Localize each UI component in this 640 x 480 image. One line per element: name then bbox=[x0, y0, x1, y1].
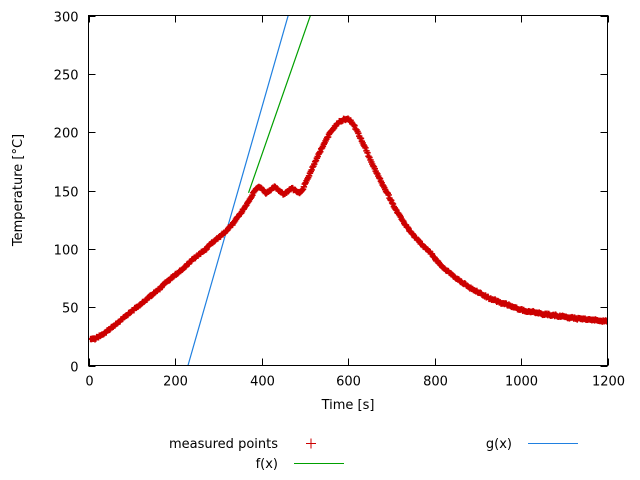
legend-sample-measured-points bbox=[306, 438, 316, 449]
y-axis-tick-labels: 0 50 100 150 200 250 300 bbox=[54, 11, 79, 376]
chart-legend: measured points g(x) f(x) bbox=[169, 437, 578, 472]
legend-label-measured-points: measured points bbox=[169, 437, 278, 452]
x-axis-ticks bbox=[89, 15, 609, 366]
x-tick-label: 0 bbox=[85, 375, 93, 390]
y-tick-label: 50 bbox=[62, 302, 79, 317]
y-tick-label: 300 bbox=[54, 11, 79, 26]
x-tick-label: 800 bbox=[423, 375, 448, 390]
y-tick-label: 150 bbox=[54, 186, 79, 201]
y-tick-label: 100 bbox=[54, 244, 79, 259]
y-axis-title: Temperature [°C] bbox=[11, 134, 26, 247]
series-line-fx bbox=[247, 16, 311, 194]
legend-label-fx: f(x) bbox=[256, 457, 278, 472]
x-tick-label: 1200 bbox=[592, 375, 625, 390]
x-axis-tick-labels: 0 200 400 600 800 1000 1200 bbox=[85, 375, 625, 390]
y-tick-label: 0 bbox=[70, 361, 78, 376]
x-axis-title: Time [s] bbox=[321, 398, 375, 413]
y-tick-label: 250 bbox=[54, 69, 79, 84]
x-tick-label: 600 bbox=[336, 375, 361, 390]
x-tick-label: 200 bbox=[163, 375, 188, 390]
series-line-gx bbox=[187, 16, 289, 365]
x-tick-label: 1000 bbox=[505, 375, 538, 390]
x-tick-label: 400 bbox=[250, 375, 275, 390]
series-points-measured bbox=[89, 115, 607, 343]
legend-label-gx: g(x) bbox=[486, 437, 512, 452]
y-tick-label: 200 bbox=[54, 127, 79, 142]
